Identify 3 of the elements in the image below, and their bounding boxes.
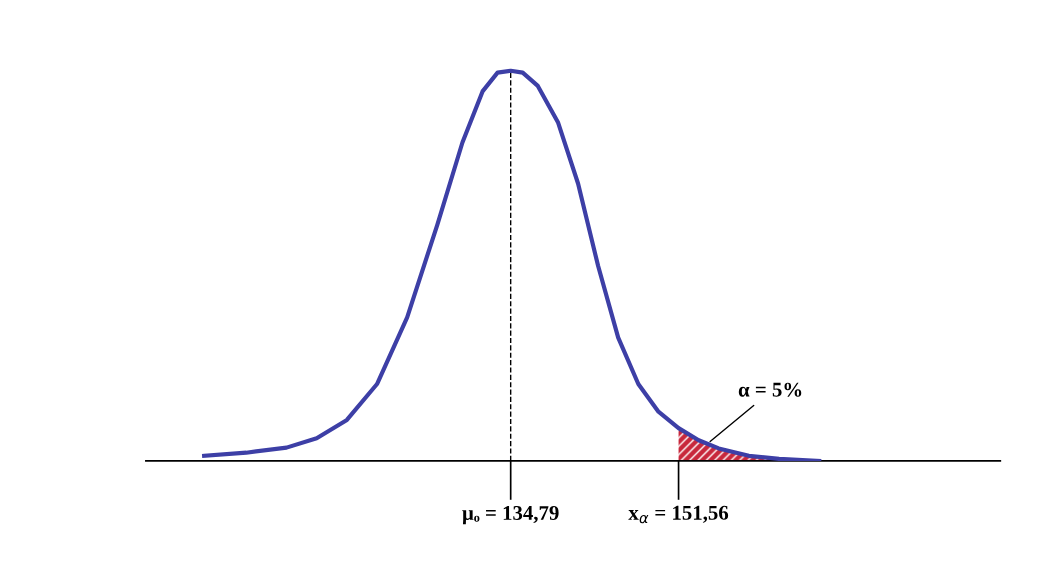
x-tick-label: μₒ = 134,79	[462, 506, 559, 525]
annotation: α = 5%	[738, 382, 802, 397]
x-tick-label: x$_{α}$ = 151,56	[628, 505, 729, 524]
